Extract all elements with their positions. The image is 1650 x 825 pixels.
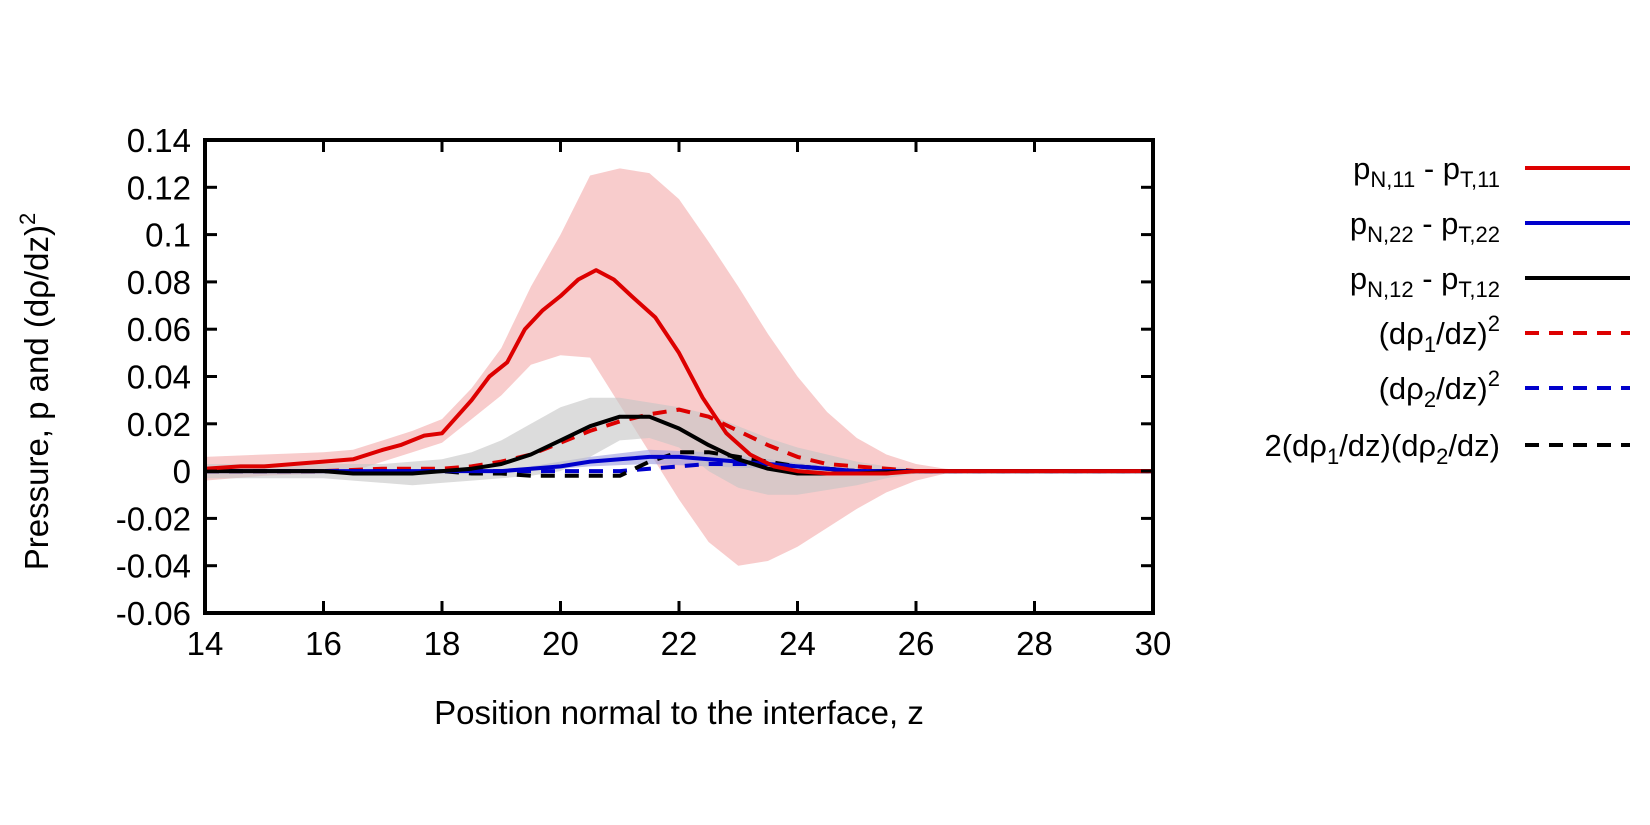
y-tick-label: 0 [173, 453, 191, 490]
ticks [203, 138, 1155, 615]
confidence-bands [205, 168, 1153, 566]
y-tick-label: 0.12 [127, 169, 191, 206]
x-tick-label: 16 [305, 625, 342, 662]
y-tick-label: 0.14 [127, 122, 191, 159]
legend-label: pN,12 - pT,12 [1350, 261, 1500, 302]
x-tick-label: 26 [898, 625, 935, 662]
x-axis-title: Position normal to the interface, z [434, 694, 924, 731]
legend-label: pN,22 - pT,22 [1350, 206, 1500, 247]
x-tick-label: 18 [424, 625, 461, 662]
x-tick-label: 30 [1135, 625, 1172, 662]
legend-label: 2(dρ1/dz)(dρ2/dz) [1264, 428, 1500, 469]
y-tick-label: 0.06 [127, 311, 191, 348]
tick-labels: 14 16 18 20 22 24 26 28 30 -0.06 -0.04 -0.02 0 0.02 0.… [116, 122, 1172, 662]
band-series-1 [205, 168, 1153, 566]
legend-item-2: pN,22 - pT,22 [1350, 206, 1630, 247]
series-lines [205, 268, 1153, 478]
x-tick-label: 24 [779, 625, 816, 662]
legend-item-5: (dρ2/dz)2 [1379, 366, 1630, 412]
line-series-2 [205, 454, 1153, 474]
x-tick-label: 22 [661, 625, 698, 662]
y-tick-label: 0.1 [145, 217, 191, 254]
legend-item-1: pN,11 - pT,11 [1353, 151, 1630, 192]
y-tick-label: 0.04 [127, 359, 191, 396]
axes: 14 16 18 20 22 24 26 28 30 -0.06 -0.04 -0.02 0 0.02 0.… [116, 122, 1172, 662]
y-tick-label: -0.06 [116, 595, 191, 632]
legend-label: (dρ1/dz)2 [1379, 311, 1500, 357]
legend-label: (dρ2/dz)2 [1379, 366, 1500, 412]
y-tick-label: 0.08 [127, 264, 191, 301]
legend-item-3: pN,12 - pT,12 [1350, 261, 1630, 302]
y-tick-label: -0.04 [116, 548, 191, 585]
legend: pN,11 - pT,11 pN,22 - pT,22 pN,12 - pT,12 (… [1264, 151, 1630, 469]
legend-item-6: 2(dρ1/dz)(dρ2/dz) [1264, 428, 1630, 469]
legend-label: pN,11 - pT,11 [1353, 151, 1500, 192]
y-axis-title-superscript: 2 [15, 213, 40, 225]
line-series-1 [205, 268, 1153, 476]
x-tick-label: 28 [1016, 625, 1053, 662]
legend-item-4: (dρ1/dz)2 [1379, 311, 1630, 357]
line-series-4 [205, 407, 1153, 474]
x-tick-label: 20 [542, 625, 579, 662]
y-axis-title: Pressure, p and (dρ/dz)2 [15, 213, 55, 571]
y-tick-label: 0.02 [127, 406, 191, 443]
y-axis-title-main: Pressure, p and (dρ/dz) [18, 225, 55, 570]
y-tick-label: -0.02 [116, 500, 191, 537]
x-tick-label: 14 [187, 625, 224, 662]
